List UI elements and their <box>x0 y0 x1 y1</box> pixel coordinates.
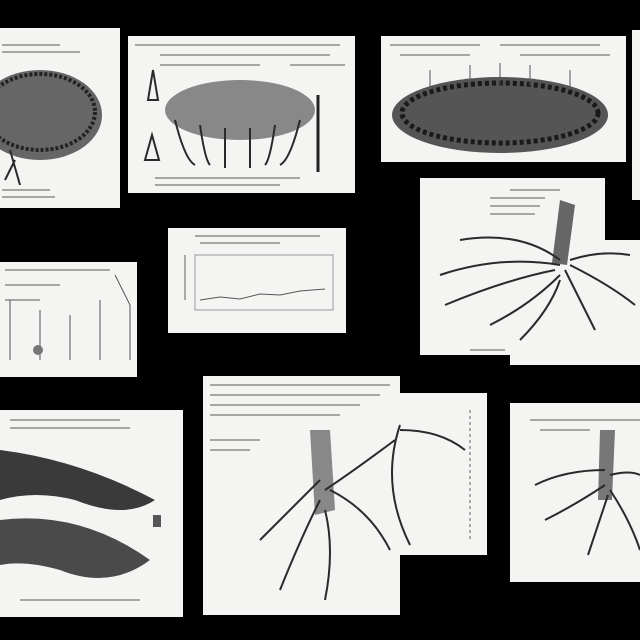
plot-lines <box>9 274 131 360</box>
specimen-drawing <box>392 77 608 153</box>
text-lines <box>390 44 610 56</box>
card <box>510 403 640 582</box>
card <box>0 262 137 377</box>
text-lines <box>2 44 80 198</box>
specimen-drawing <box>165 80 315 140</box>
trunk <box>552 200 575 265</box>
marker <box>153 515 161 527</box>
marker <box>33 345 43 355</box>
card <box>168 228 346 333</box>
roots <box>439 236 636 341</box>
card <box>510 240 640 365</box>
plot-frame <box>194 254 334 311</box>
illustration-card <box>203 376 487 615</box>
illustration-card <box>420 178 640 365</box>
card <box>350 393 487 555</box>
text-lines <box>135 44 345 186</box>
root-lines <box>4 149 21 186</box>
illustration-card <box>381 36 626 162</box>
illustration-card <box>510 403 640 582</box>
text-lines <box>195 235 320 244</box>
illustration-card <box>0 28 120 208</box>
roots <box>534 469 640 556</box>
roots <box>259 424 466 601</box>
card <box>0 410 183 617</box>
side-figures <box>143 69 161 161</box>
chart-card <box>0 262 137 377</box>
illustration-card <box>0 410 183 617</box>
card <box>632 30 640 200</box>
text-lines <box>530 419 640 431</box>
text-lines <box>210 384 471 540</box>
trunk <box>598 430 615 500</box>
specimen-texture <box>0 72 97 152</box>
specimen-drawing <box>0 518 150 578</box>
text-lines <box>10 419 140 601</box>
stalks <box>429 63 571 90</box>
trunk <box>310 430 335 515</box>
specimen-drawing <box>0 450 155 510</box>
root-lines <box>174 119 301 168</box>
specimen-drawing <box>0 70 102 160</box>
illustration-card <box>128 36 355 193</box>
text-lines <box>490 189 560 215</box>
text-lines <box>5 269 110 301</box>
chart-card <box>168 228 346 333</box>
plot-line <box>199 288 326 301</box>
